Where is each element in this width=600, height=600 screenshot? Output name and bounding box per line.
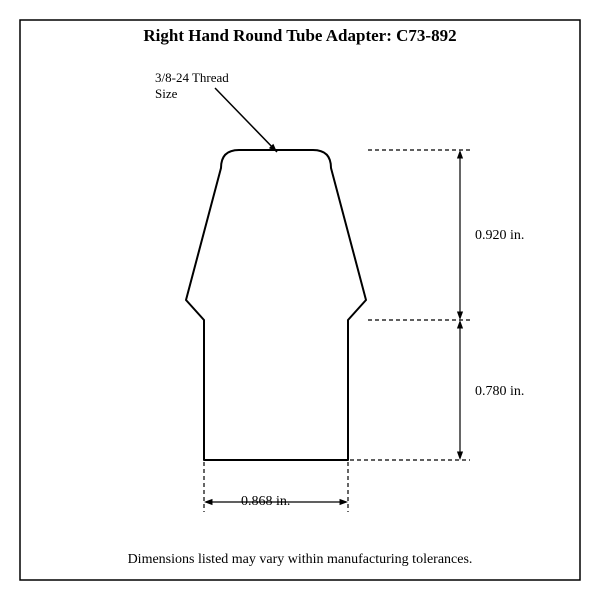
tolerance-footnote: Dimensions listed may vary within manufa…	[0, 552, 600, 568]
diagram-canvas	[0, 0, 600, 600]
dimension-lower-height-label: 0.780 in.	[475, 384, 524, 400]
dimension-upper-height-label: 0.920 in.	[475, 228, 524, 244]
thread-annotation-label: 3/8-24 Thread Size	[155, 70, 229, 102]
dimension-width-label: 0.868 in.	[241, 494, 290, 510]
diagram-title: Right Hand Round Tube Adapter: C73-892	[0, 26, 600, 46]
